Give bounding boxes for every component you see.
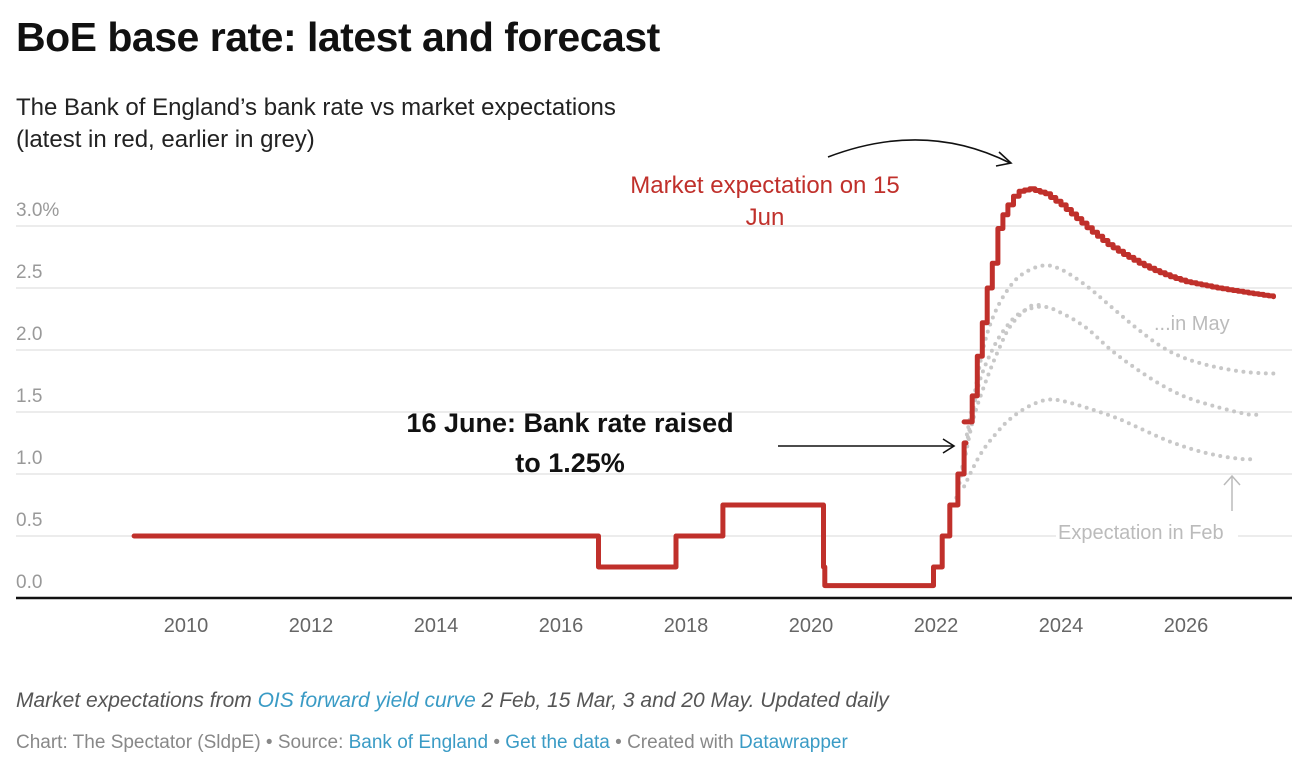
annotation-latest-line-1: Market expectation on 15 [630,172,900,199]
created-prefix: • Created with [609,732,740,753]
x-tick-label: 2010 [164,615,209,637]
series-line-expectation-in-feb [962,397,1254,489]
chart-subtitle: The Bank of England’s bank rate vs marke… [16,92,776,156]
arrow-up-icon [1223,474,1241,486]
y-tick-label: 0.5 [16,510,42,531]
x-tick-label: 2020 [789,615,834,637]
x-tick-label: 2014 [414,615,459,637]
x-tick-label: 2022 [914,615,959,637]
subtitle-line-2: (latest in red, earlier in grey) [16,126,315,153]
chart-title: BoE base rate: latest and forecast [16,14,660,60]
annotation-latest-line-2: Jun [746,204,785,231]
series-line-bank-rate [131,440,969,589]
notes-suffix: 2 Feb, 15 Mar, 3 and 20 May. Updated dai… [475,689,889,712]
ois-curve-link[interactable]: OIS forward yield curve [257,689,476,712]
series-line-expectation-20-may [962,263,1276,452]
x-tick-label: 2012 [289,615,334,637]
curved-arrow-icon [827,139,1011,164]
y-tick-label: 2.0 [16,324,42,345]
y-axis-ticks: 3.0% 2.5 2.0 1.5 1.0 0.5 0.0 [16,200,59,593]
gridlines [16,225,1292,537]
credit-sep: • [488,732,506,753]
y-tick-label: 1.0 [16,448,42,469]
x-tick-label: 2016 [539,615,584,637]
x-tick-label: 2024 [1039,615,1084,637]
annotation-feb-bg [1056,520,1238,544]
chart-notes: Market expectations from OIS forward yie… [16,689,889,713]
source-link[interactable]: Bank of England [348,732,489,753]
series-group [131,186,1276,589]
datawrapper-link[interactable]: Datawrapper [739,732,848,753]
y-tick-label: 1.5 [16,386,42,407]
series-line-market-expectation-on-15-jun [961,186,1276,425]
notes-prefix: Market expectations from [16,689,258,712]
credit-prefix: Chart: The Spectator (SldpE) • Source: [16,732,349,753]
y-tick-label: 3.0% [16,200,59,221]
series-line-expectation-3-may [959,304,1260,476]
annotation-rate-rise-line-2: to 1.25% [515,448,625,478]
annotation-feb: Expectation in Feb [1058,522,1224,544]
subtitle-line-1: The Bank of England’s bank rate vs marke… [16,94,616,121]
y-tick-label: 2.5 [16,262,42,283]
annotation-may: ...in May [1154,313,1230,335]
x-tick-label: 2026 [1164,615,1209,637]
y-tick-label: 0.0 [16,572,42,593]
curved-arrow-head-icon [995,151,1013,167]
chart: 3.0%2.52.01.51.00.50.0 2010 2012 2014 2016 2… [16,139,1292,637]
arrow-right-icon [942,438,956,454]
x-tick-label: 2018 [664,615,709,637]
x-axis-ticks: 2010 2012 2014 2016 2018 2020 2022 2024 2026 [164,615,1209,637]
annotation-rate-rise-line-1: 16 June: Bank rate raised [406,408,733,438]
chart-credits: Chart: The Spectator (SldpE) • Source: B… [16,732,848,754]
get-data-link[interactable]: Get the data [505,732,610,753]
